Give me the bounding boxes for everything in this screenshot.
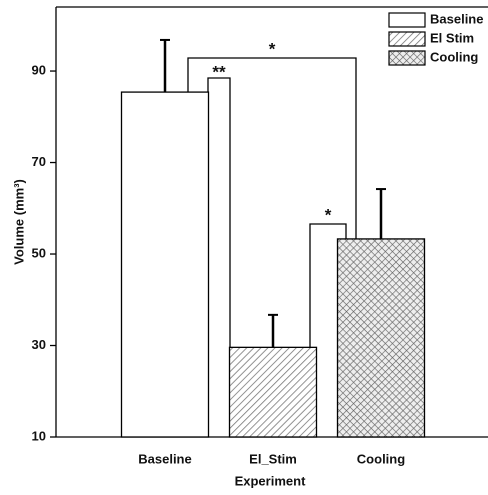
significance-label: * — [325, 205, 332, 224]
y-tick-label: 90 — [32, 62, 46, 77]
bar — [120, 91, 210, 438]
x-tick-label: Baseline — [138, 451, 191, 466]
legend-swatch — [388, 31, 426, 47]
x-tick-label: Cooling — [357, 451, 405, 466]
significance-label: ** — [212, 62, 226, 81]
x-axis-label: Experiment — [235, 473, 306, 488]
y-tick-label: 30 — [32, 337, 46, 352]
significance-brackets — [187, 57, 357, 348]
x-tick-label: El_Stim — [249, 451, 297, 466]
y-tick-label: 50 — [32, 245, 46, 260]
y-tick-label: 70 — [32, 154, 46, 169]
y-tick-label: 10 — [32, 428, 46, 443]
legend-swatch — [388, 50, 426, 66]
legend-label: Baseline — [430, 11, 483, 26]
bar — [336, 238, 426, 438]
y-axis-label: Volume (mm³) — [11, 179, 26, 265]
legend-label: Cooling — [430, 49, 478, 64]
bar — [228, 346, 318, 438]
legend-swatch — [388, 12, 426, 28]
legend-label: El Stim — [430, 30, 474, 45]
significance-label: * — [269, 39, 276, 58]
